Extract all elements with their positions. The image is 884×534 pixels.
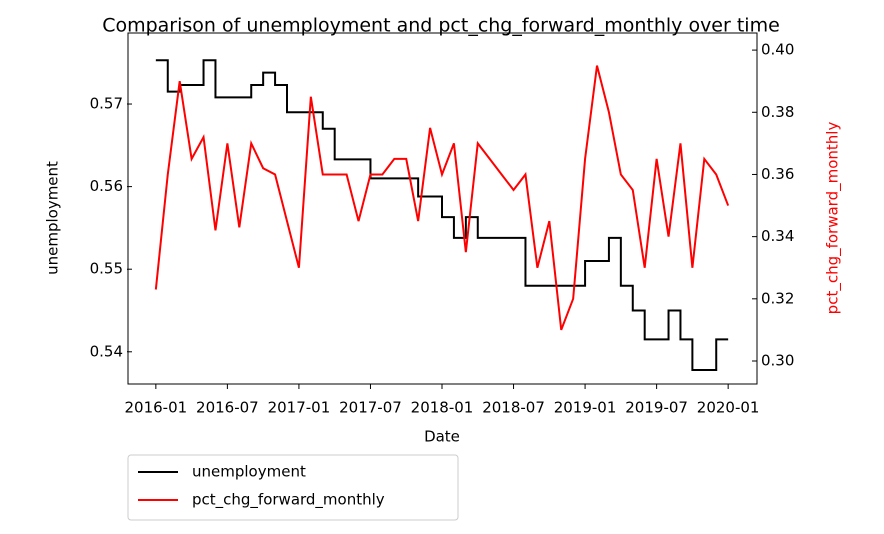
legend-label: pct_chg_forward_monthly <box>192 491 385 510</box>
y2-tick-label: 0.36 <box>761 165 794 183</box>
legend-box <box>127 454 459 521</box>
x-tick-label: 2019-07 <box>625 399 688 417</box>
legend-label: unemployment <box>192 463 306 481</box>
y-axis-label: unemployment <box>44 161 62 275</box>
y-tick-label: 0.56 <box>90 177 123 195</box>
x-tick-label: 2020-01 <box>697 399 760 417</box>
x-tick-label: 2016-07 <box>196 399 259 417</box>
y2-tick-label: 0.32 <box>761 289 794 307</box>
y-tick-label: 0.55 <box>90 260 123 278</box>
plot-frame <box>127 32 758 385</box>
y2-tick-label: 0.38 <box>761 103 794 121</box>
x-tick-label: 2016-01 <box>125 399 188 417</box>
x-tick-label: 2017-07 <box>339 399 402 417</box>
y-tick-label: 0.54 <box>90 342 123 360</box>
x-tick-label: 2018-01 <box>411 399 474 417</box>
x-axis-label: Date <box>424 428 460 446</box>
y2-tick-label: 0.34 <box>761 227 794 245</box>
series-line <box>154 65 730 331</box>
y-tick-label: 0.57 <box>90 95 123 113</box>
x-tick-label: 2017-01 <box>268 399 331 417</box>
x-tick-label: 2018-07 <box>482 399 545 417</box>
chart-title: Comparison of unemployment and pct_chg_f… <box>102 15 780 37</box>
y2-tick-label: 0.40 <box>761 41 794 59</box>
y2-axis-label: pct_chg_forward_monthly <box>824 122 843 315</box>
series-line <box>155 59 729 371</box>
y2-tick-label: 0.30 <box>761 351 794 369</box>
x-tick-label: 2019-01 <box>554 399 617 417</box>
